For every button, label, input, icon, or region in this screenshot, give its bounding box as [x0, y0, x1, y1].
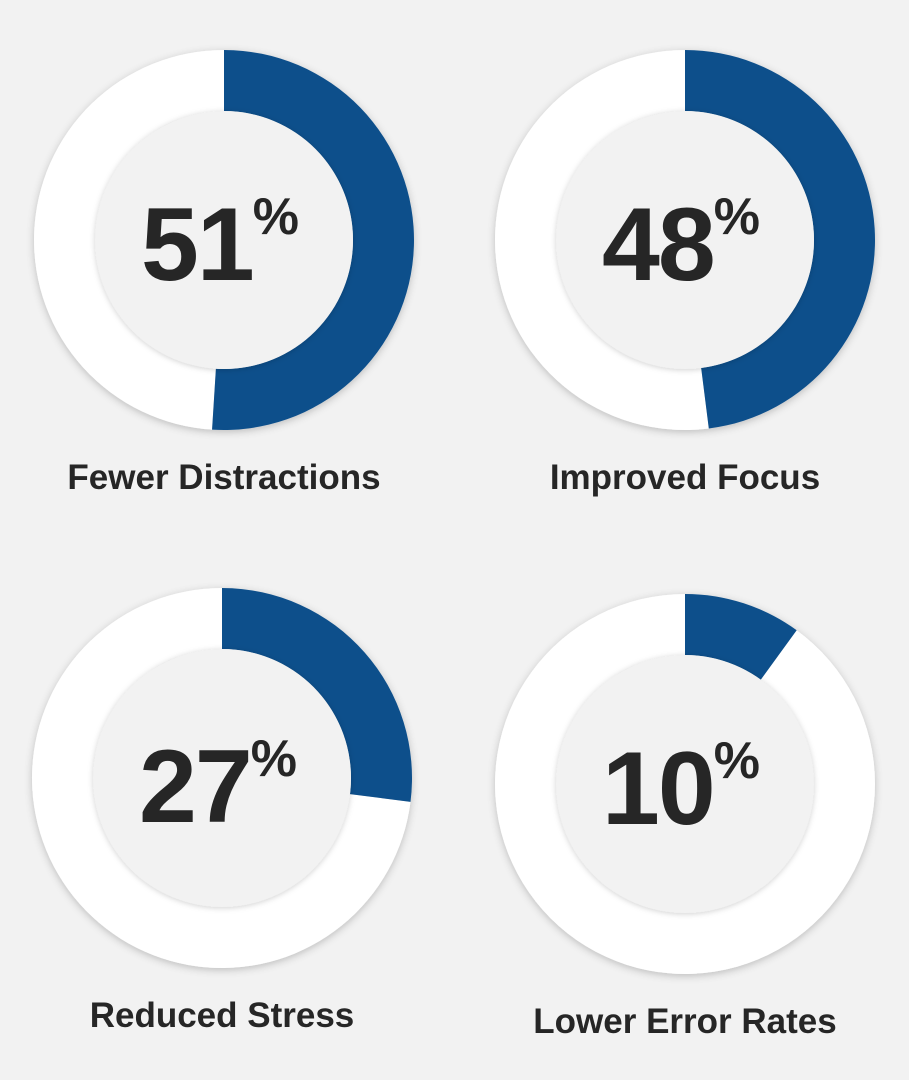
chart-label: Lower Error Rates	[533, 1002, 837, 1041]
percent-value: 51%	[141, 187, 299, 303]
donut-chart: 51%	[33, 50, 414, 430]
percent-sign: %	[714, 732, 760, 790]
percent-number: 10	[602, 731, 714, 847]
percent-number: 48	[602, 187, 714, 303]
donut-remainder-segment	[32, 588, 411, 968]
donut-value-segment	[685, 594, 797, 680]
percent-sign: %	[714, 188, 760, 246]
percent-value: 27%	[139, 729, 297, 845]
percent-number: 27	[139, 729, 251, 845]
donut-chart: 48%	[495, 50, 876, 430]
donut-hole	[556, 111, 814, 369]
percent-number: 51	[141, 187, 253, 303]
chart-label: Improved Focus	[549, 458, 821, 497]
donut-value-segment	[685, 50, 876, 429]
donut-hole	[556, 655, 814, 913]
donut-chart: 27%	[32, 588, 412, 968]
donut-remainder-segment	[33, 50, 224, 430]
percent-value: 48%	[602, 187, 760, 303]
donut-value-segment	[212, 50, 414, 430]
donut-hole	[93, 649, 351, 907]
donut-hole	[95, 111, 353, 369]
chart-label: Reduced Stress	[89, 996, 355, 1035]
donut-remainder-segment	[495, 594, 875, 974]
percent-sign: %	[251, 730, 297, 788]
donut-chart: 10%	[495, 594, 875, 974]
donut-remainder-segment	[495, 50, 709, 430]
donut-panel-improved-focus: 48% Improved Focus	[485, 40, 885, 498]
donut-panel-reduced-stress: 27% Reduced Stress	[22, 578, 422, 1036]
percent-sign: %	[253, 188, 299, 246]
chart-label: Fewer Distractions	[67, 458, 381, 497]
donut-value-segment	[222, 588, 412, 802]
donut-panel-fewer-distractions: 51% Fewer Distractions	[24, 40, 424, 498]
donut-panel-lower-error-rates: 10% Lower Error Rates	[485, 584, 885, 1042]
percent-value: 10%	[602, 731, 760, 847]
